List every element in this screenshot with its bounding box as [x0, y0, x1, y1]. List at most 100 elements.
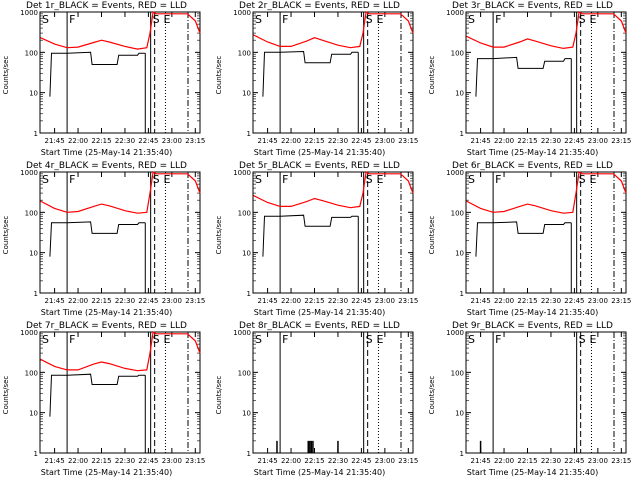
- y-tick-label: 1000: [446, 169, 464, 177]
- marker-label-e: E: [589, 173, 596, 186]
- x-tick-label: 23:15: [611, 457, 631, 465]
- y-tick-label: 1: [460, 290, 464, 298]
- marker-label-e: E: [376, 333, 383, 346]
- x-tick-label: 22:30: [328, 297, 348, 305]
- y-tick-label: 100: [25, 49, 38, 57]
- y-tick-label: 1000: [20, 169, 38, 177]
- y-tick-label: 1: [247, 130, 251, 138]
- marker-label-s: S: [153, 333, 160, 346]
- plot-frame: [39, 11, 201, 134]
- x-tick-label: 23:00: [162, 297, 182, 305]
- y-tick-label: 10: [455, 90, 464, 98]
- chart-panel-4: Det 4r_BLACK = Events, RED = LLD 1 10 100 1…: [0, 160, 213, 320]
- y-tick-label: 1: [460, 450, 464, 458]
- marker-label-f: F: [495, 333, 501, 346]
- x-tick-label: 22:00: [68, 297, 88, 305]
- events-series-line: [49, 51, 146, 97]
- x-tick-label: 21:45: [257, 137, 277, 145]
- lld-series-line: [466, 11, 627, 50]
- x-tick-label: 23:00: [375, 297, 395, 305]
- lld-series-line: [253, 11, 414, 49]
- events-series-line: [475, 221, 572, 257]
- x-tick-label: 23:00: [588, 297, 608, 305]
- y-tick-label: 1: [34, 130, 38, 138]
- plot-area: 1 10 100 1000 21:45 22:00 22:15 22:30 22:45 23:00…: [446, 329, 631, 465]
- chart-panel-5: Det 5r_BLACK = Events, RED = LLD 1 10 100 1…: [213, 160, 426, 320]
- x-tick-label: 22:30: [541, 137, 561, 145]
- y-tick-label: 100: [238, 369, 251, 377]
- marker-label-f: F: [495, 13, 501, 26]
- y-axis-label: Counts/sec: [2, 375, 10, 415]
- x-tick-label: 22:15: [517, 457, 537, 465]
- y-tick-label: 100: [238, 209, 251, 217]
- y-tick-label: 100: [25, 209, 38, 217]
- marker-label-s: S: [255, 333, 262, 346]
- marker-label-f: F: [69, 333, 75, 346]
- marker-label-s: S: [42, 13, 49, 26]
- marker-label-f: F: [495, 173, 501, 186]
- y-tick-label: 1000: [233, 329, 251, 337]
- plot-area: 1 10 100 1000 21:45 22:00 22:15 22:30 22:45 23:00…: [233, 169, 418, 305]
- chart-panel-8: Det 8r_BLACK = Events, RED = LLD 1 10 100 1…: [213, 320, 426, 480]
- events-series-line: [475, 56, 572, 97]
- x-tick-label: 23:15: [398, 457, 418, 465]
- x-tick-label: 22:45: [564, 457, 584, 465]
- y-tick-label: 10: [29, 250, 38, 258]
- x-tick-label: 22:15: [91, 457, 111, 465]
- chart-panel-1: Det 1r_BLACK = Events, RED = LLD 1 10 100 1…: [0, 0, 213, 160]
- events-series-line: [49, 373, 146, 417]
- panel-title: Det 2r_BLACK = Events, RED = LLD: [239, 1, 400, 11]
- marker-label-e: E: [376, 173, 383, 186]
- y-axis-label: Counts/sec: [428, 375, 436, 415]
- panel-title: Det 5r_BLACK = Events, RED = LLD: [239, 161, 400, 171]
- y-tick-label: 1000: [233, 9, 251, 17]
- events-series-line: [262, 50, 359, 97]
- x-tick-label: 23:15: [185, 297, 205, 305]
- x-tick-label: 23:00: [588, 137, 608, 145]
- marker-label-s: S: [255, 13, 262, 26]
- y-tick-label: 100: [25, 369, 38, 377]
- x-tick-label: 21:45: [257, 297, 277, 305]
- chart-panel-7: Det 7r_BLACK = Events, RED = LLD 1 10 100 1…: [0, 320, 213, 480]
- x-axis-label: Start Time (25-May-14 21:35:40): [40, 468, 173, 477]
- y-tick-label: 100: [451, 209, 464, 217]
- x-tick-label: 23:00: [375, 457, 395, 465]
- y-tick-label: 100: [451, 369, 464, 377]
- marker-label-f: F: [69, 13, 75, 26]
- plot-frame: [252, 171, 414, 294]
- x-axis-label: Start Time (25-May-14 21:35:40): [40, 148, 173, 157]
- y-tick-label: 1: [247, 290, 251, 298]
- x-tick-label: 22:15: [91, 297, 111, 305]
- y-tick-label: 1000: [20, 9, 38, 17]
- x-tick-label: 21:45: [257, 457, 277, 465]
- x-axis-label: Start Time (25-May-14 21:35:40): [253, 148, 386, 157]
- events-series-line: [49, 221, 146, 257]
- x-tick-label: 22:00: [494, 297, 514, 305]
- events-series-line: [262, 214, 359, 257]
- y-tick-label: 10: [455, 250, 464, 258]
- plot-area: 1 10 100 1000 21:45 22:00 22:15 22:30 22:45 23:00…: [20, 169, 205, 305]
- x-tick-label: 22:45: [564, 297, 584, 305]
- chart-panel-9: Det 9r_BLACK = Events, RED = LLD 1 10 100 1…: [426, 320, 639, 480]
- x-tick-label: 22:15: [304, 297, 324, 305]
- x-axis-label: Start Time (25-May-14 21:35:40): [253, 308, 386, 317]
- plot-frame: [465, 11, 627, 134]
- x-tick-label: 22:00: [281, 457, 301, 465]
- y-tick-label: 1: [247, 450, 251, 458]
- y-tick-label: 1: [34, 290, 38, 298]
- x-tick-label: 23:00: [375, 137, 395, 145]
- marker-label-e: E: [589, 333, 596, 346]
- panel-title: Det 8r_BLACK = Events, RED = LLD: [239, 321, 400, 331]
- x-tick-label: 22:15: [517, 137, 537, 145]
- y-tick-label: 10: [242, 410, 251, 418]
- x-tick-label: 22:15: [304, 137, 324, 145]
- panel-title: Det 6r_BLACK = Events, RED = LLD: [452, 161, 613, 171]
- marker-label-s: S: [366, 333, 373, 346]
- plot-frame: [465, 171, 627, 294]
- x-tick-label: 22:00: [68, 137, 88, 145]
- y-tick-label: 10: [242, 250, 251, 258]
- x-tick-label: 22:45: [138, 457, 158, 465]
- marker-label-s: S: [579, 173, 586, 186]
- y-tick-label: 1000: [446, 9, 464, 17]
